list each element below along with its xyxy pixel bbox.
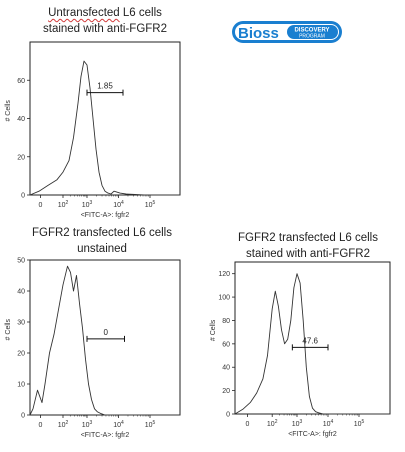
x-tick-label: 105 <box>354 419 365 428</box>
x-axis-label: <FITC-A>: fgfr2 <box>81 432 130 439</box>
x-tick-label: 102 <box>58 200 69 209</box>
caption-panel-2-line1: FGFR2 transfected L6 cells <box>32 227 172 239</box>
x-axis-label: <FITC-A>: fgfr2 <box>81 212 130 219</box>
histogram-panel-transfected-stained: 0 20 40 60 80 100 120 0 102 103 104 105 <FITC-A>: fg… <box>210 261 391 438</box>
y-axis-label: # Cells <box>5 319 12 341</box>
x-tick-label: 102 <box>58 420 69 429</box>
x-axis-label: <FITC-A>: fgfr2 <box>288 431 337 438</box>
caption-panel-3-line1: FGFR2 transfected L6 cells <box>238 232 378 244</box>
y-tick-label: 40 <box>222 365 230 372</box>
y-tick-label: 100 <box>218 295 230 302</box>
histogram-line <box>29 60 180 196</box>
caption-panel-1: Untransfected L6 cells stained with anti… <box>30 5 180 37</box>
y-tick-label: 60 <box>17 78 25 85</box>
logo-brand: Bioss <box>238 25 279 42</box>
y-tick-label: 0 <box>21 413 25 420</box>
histogram-panel-transfected-unstained: 0 10 20 30 40 50 0 102 103 104 105 <FITC-A>: fgfr2 #… <box>5 258 181 439</box>
x-tick-label: 103 <box>292 419 303 428</box>
y-tick-label: 120 <box>218 271 230 278</box>
y-tick-label: 0 <box>226 412 230 419</box>
gate-percent-label: 0 <box>104 328 109 337</box>
histogram-line <box>234 273 390 415</box>
logo-tag-top: DISCOVERY <box>294 28 329 34</box>
gate-percent-label: 47.6 <box>302 336 318 345</box>
plot-frame <box>29 41 181 196</box>
y-tick-label: 20 <box>17 351 25 358</box>
y-axis-label: # Cells <box>210 319 217 341</box>
logo-tag-bottom: PROGRAM <box>299 34 325 40</box>
y-tick-label: 0 <box>21 193 25 200</box>
y-axis-label: # Cells <box>5 100 12 122</box>
caption-panel-2: FGFR2 transfected L6 cells unstained <box>12 225 192 257</box>
x-tick-label: 102 <box>267 419 278 428</box>
plot-frame <box>29 259 181 416</box>
y-tick-label: 40 <box>17 116 25 123</box>
caption-panel-3: FGFR2 transfected L6 cells stained with … <box>218 230 398 262</box>
y-tick-label: 30 <box>17 320 25 327</box>
x-tick-label: 105 <box>145 200 156 209</box>
y-tick-label: 20 <box>17 154 25 161</box>
histogram-panel-untransfected-stained: 0 20 40 60 0 102 103 104 105 <FITC-A>: fgfr2 # Cel… <box>5 41 181 219</box>
gate-percent-label: 1.85 <box>97 82 113 91</box>
y-tick-label: 60 <box>222 341 230 348</box>
y-tick-label: 50 <box>17 258 25 265</box>
caption-panel-1-word: Untransfected <box>48 7 120 19</box>
x-tick-label: 0 <box>39 422 43 429</box>
x-tick-label: 104 <box>113 200 124 209</box>
x-tick-label: 103 <box>82 420 93 429</box>
x-tick-label: 103 <box>82 200 93 209</box>
x-tick-label: 0 <box>245 421 249 428</box>
caption-panel-1-line2: stained with anti-FGFR2 <box>43 23 167 35</box>
x-tick-label: 104 <box>323 419 334 428</box>
x-tick-label: 105 <box>145 420 156 429</box>
caption-panel-1-rest: L6 cells <box>119 7 162 19</box>
caption-panel-2-line2: unstained <box>77 243 127 255</box>
x-tick-label: 104 <box>113 420 124 429</box>
y-tick-label: 20 <box>222 388 230 395</box>
y-tick-label: 10 <box>17 382 25 389</box>
x-tick-label: 0 <box>39 202 43 209</box>
y-tick-label: 80 <box>222 318 230 325</box>
plot-frame <box>234 261 391 415</box>
bioss-logo: Bioss DISCOVERY PROGRAM <box>232 21 342 43</box>
histogram-line <box>29 265 180 416</box>
caption-panel-3-line2: stained with anti-FGFR2 <box>246 248 370 260</box>
y-tick-label: 40 <box>17 289 25 296</box>
